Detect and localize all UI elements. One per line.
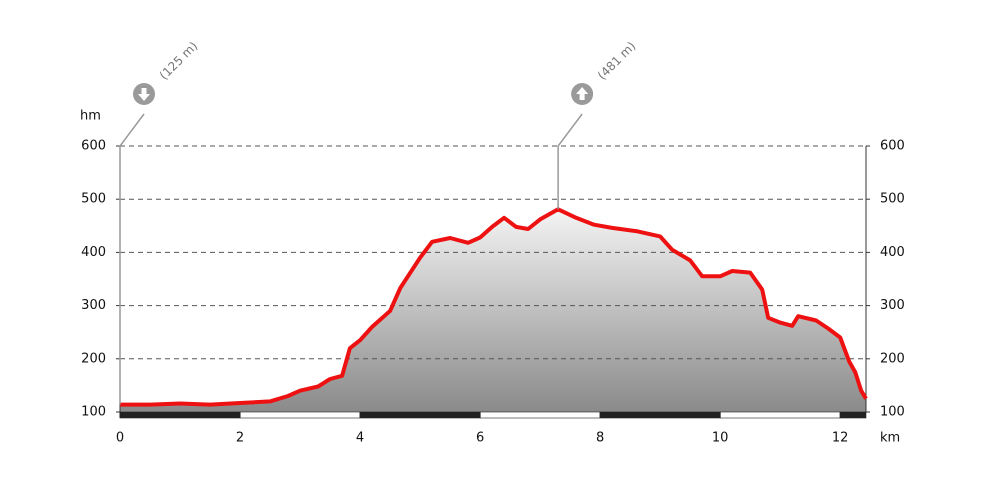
y-axis-label: hm (80, 109, 101, 124)
x-tick-label: 4 (356, 431, 364, 446)
y2-tick-label: 100 (880, 405, 905, 420)
scale-segment (599, 411, 721, 419)
area (120, 209, 866, 412)
y-tick-label: 500 (81, 192, 106, 207)
y2-tick-label: 600 (880, 139, 905, 154)
y2-tick-label: 200 (880, 351, 905, 366)
annotation-leader (119, 113, 145, 405)
elevation-line (120, 207, 868, 407)
x-tick-label: 8 (596, 431, 604, 446)
x-tick-label: 12 (832, 431, 849, 446)
x-tick-label: 2 (236, 431, 244, 446)
annotation-label: (481 m) (595, 39, 639, 83)
y2-tick-label: 400 (880, 245, 905, 260)
scale-segment (119, 411, 241, 419)
y-tick-label: 200 (81, 351, 106, 366)
y-tick-label: 100 (81, 405, 106, 420)
scale-segment (839, 411, 867, 419)
scale-segment (479, 411, 601, 419)
scale-segment (719, 411, 841, 419)
y2-tick-label: 300 (880, 298, 905, 313)
annotation-leader (557, 113, 583, 210)
annotation-label: (125 m) (157, 39, 201, 83)
y2-tick-label: 500 (880, 192, 905, 207)
x-tick-label: 6 (476, 431, 484, 446)
scale-segment (239, 411, 361, 419)
x-axis-label: km (880, 431, 900, 446)
annotation-arrow (576, 87, 589, 100)
scale-segment (359, 411, 481, 419)
y-tick-label: 300 (81, 298, 106, 313)
y-tick-label: 400 (81, 245, 106, 260)
y-tick-label: 600 (81, 139, 106, 154)
annotation-arrow (138, 88, 150, 101)
x-tick-label: 0 (116, 431, 124, 446)
x-tick-label: 10 (712, 431, 729, 446)
